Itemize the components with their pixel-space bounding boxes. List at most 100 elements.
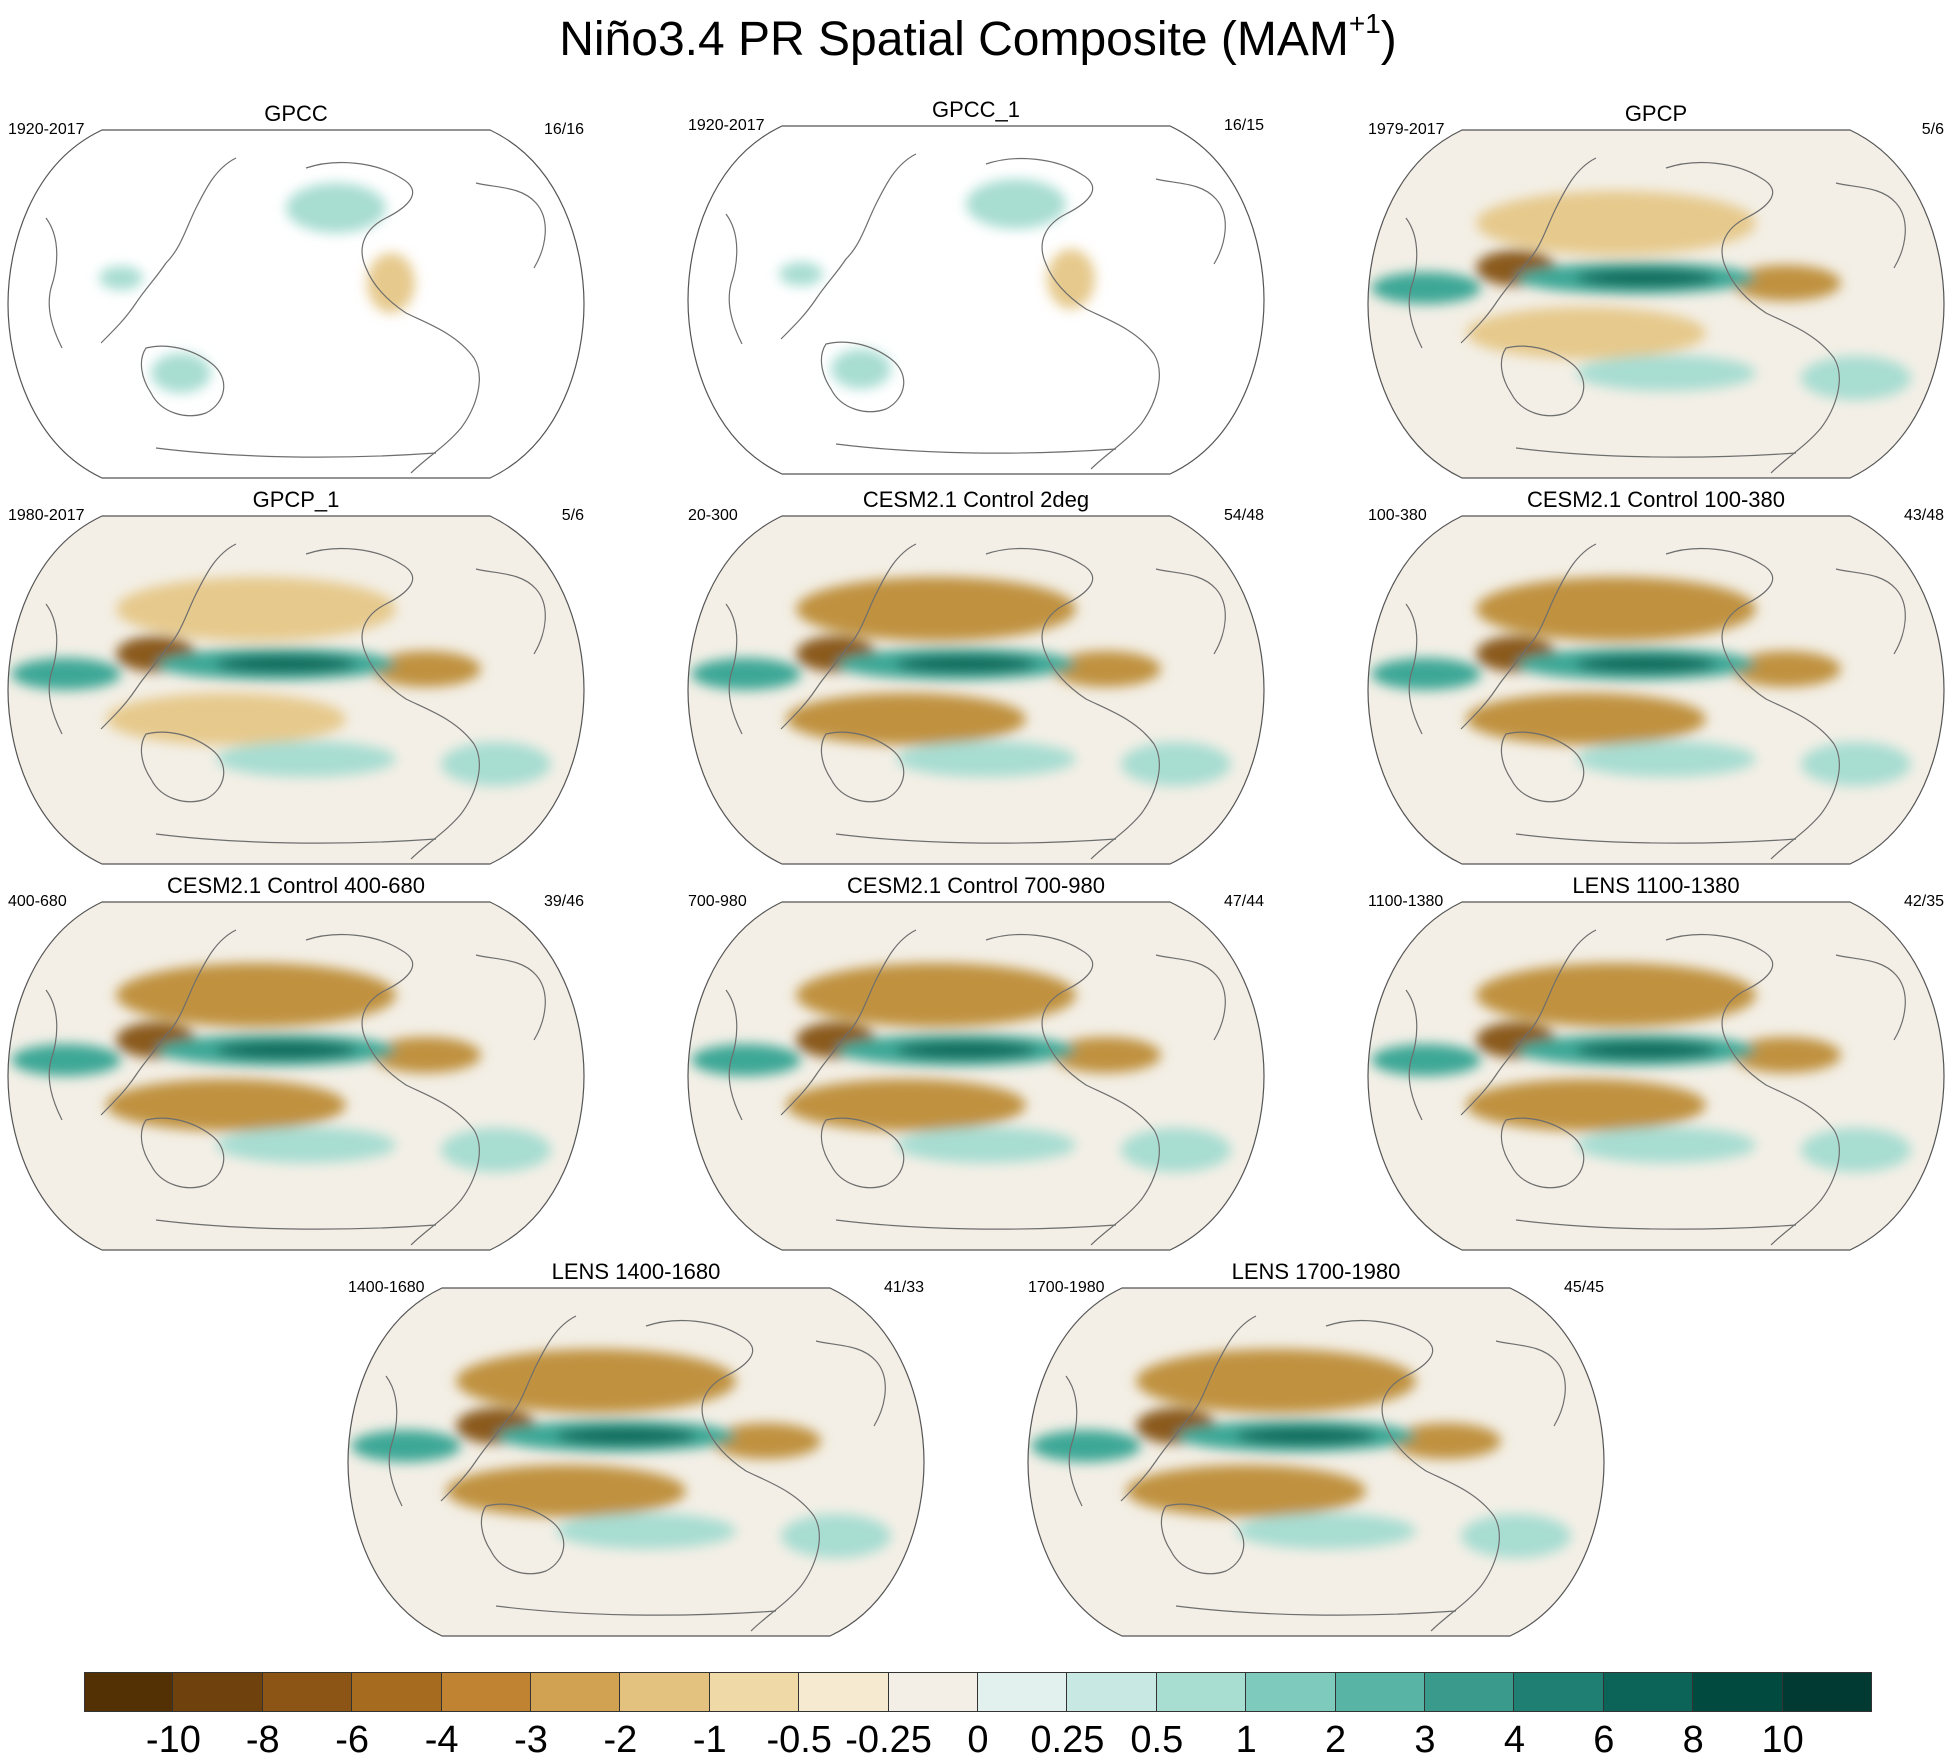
colorbar-swatch (978, 1672, 1068, 1712)
panel-count: 43/48 (1903, 507, 1944, 524)
dry-anomaly-north-pacific (1476, 963, 1756, 1027)
wet-anomaly-core (1576, 1041, 1716, 1059)
colorbar-swatch (799, 1672, 889, 1712)
colorbar-tick-label: -2 (603, 1719, 638, 1761)
panel-period: 1700-1980 (1028, 1279, 1105, 1296)
coastline (1065, 1375, 1083, 1507)
colorbar-tick-label: 2 (1325, 1719, 1347, 1761)
map-field (688, 516, 1264, 864)
wet-anomaly-south-pacific (216, 1127, 396, 1163)
coastline (475, 954, 546, 1041)
precip-anomaly-field (1371, 963, 1911, 1172)
colorbar-tick-label: -0.25 (845, 1719, 932, 1761)
panel-title: LENS 1100-1380 (1572, 873, 1740, 898)
wet-anomaly-core (896, 1041, 1036, 1059)
wet-anomaly-indian-ocean (11, 658, 121, 690)
colorbar-swatch (888, 1672, 978, 1712)
dry-anomaly-south-america (1047, 249, 1095, 309)
wet-anomaly-south-pacific (1236, 1513, 1416, 1549)
wet-anomaly-south-atlantic (1121, 742, 1231, 786)
map-frame (1027, 1287, 1605, 1637)
dry-anomaly-south-pacific (1466, 307, 1706, 359)
coastline (985, 933, 1160, 1246)
coastline (815, 1340, 886, 1427)
map-background (688, 516, 1264, 864)
wet-anomaly-south-atlantic (441, 742, 551, 786)
map-frame (687, 901, 1265, 1251)
coastline (1835, 568, 1906, 655)
figure-title-superscript: +1 (1348, 8, 1381, 39)
coastline (725, 213, 743, 345)
colorbar-swatch (1067, 1672, 1157, 1712)
colorbar-tick-label: 3 (1414, 1719, 1436, 1761)
map-frame (1367, 901, 1945, 1251)
colorbar-swatch (1603, 1672, 1694, 1712)
coastline (140, 1117, 225, 1189)
wet-anomaly-indian-ocean (691, 658, 801, 690)
colorbar-tick-label: 4 (1503, 1719, 1525, 1761)
panel-count: 16/16 (543, 121, 584, 138)
coastline (1120, 1315, 1257, 1502)
coastline (155, 1219, 437, 1230)
coastline (985, 157, 1160, 470)
dry-anomaly-atlantic (371, 651, 481, 687)
coastline (100, 543, 237, 730)
colorbar-swatch (1514, 1672, 1604, 1712)
coastline (1500, 345, 1585, 417)
panel-period: 700-980 (688, 893, 747, 910)
wet-anomaly-australia (831, 349, 891, 389)
dry-anomaly-south-pacific (446, 1465, 686, 1517)
wet-anomaly-south-atlantic (1801, 1128, 1911, 1172)
coastline (1835, 954, 1906, 1041)
panel-title: GPCP (1624, 101, 1688, 126)
precip-anomaly-field (11, 963, 551, 1172)
precip-anomaly-field (1371, 191, 1911, 400)
coastline (45, 217, 63, 349)
dry-anomaly-north-pacific (456, 1349, 736, 1413)
coastline (835, 443, 1117, 454)
colorbar-swatch (352, 1672, 442, 1712)
map-field (8, 902, 584, 1250)
coastline (1405, 603, 1423, 735)
map-plot (1027, 1287, 1605, 1637)
wet-anomaly-core (216, 1041, 356, 1059)
wet-anomaly-core (1576, 655, 1716, 673)
wet-anomaly-south-pacific (216, 741, 396, 777)
map-panel-lens-1400-1680: LENS 1400-1680 1400-1680 41/33 (346, 1258, 926, 1638)
map-panel-cesm-2deg: CESM2.1 Control 2deg 20-300 54/48 (686, 486, 1266, 866)
coastline (440, 1315, 577, 1502)
dry-anomaly-atlantic (1391, 1423, 1501, 1459)
panel-count: 47/44 (1223, 893, 1264, 910)
coastline (725, 989, 743, 1121)
coastline (835, 1219, 1117, 1230)
precip-anomaly-field (691, 963, 1231, 1172)
coastline (385, 1375, 403, 1507)
map-panel-gpcp-1: GPCP_1 1980-2017 5/6 (6, 486, 586, 866)
panel-period: 1920-2017 (688, 117, 765, 134)
dry-anomaly-atlantic (711, 1423, 821, 1459)
wet-anomaly-indian-ocean (1371, 658, 1481, 690)
colorbar-tick-label: -10 (145, 1719, 201, 1761)
colorbar-tick-label: -8 (245, 1719, 280, 1761)
wet-anomaly-indian-ocean (691, 1044, 801, 1076)
panel-count: 5/6 (561, 507, 584, 524)
precip-anomaly-field (1031, 1349, 1571, 1558)
colorbar-swatch (173, 1672, 263, 1712)
coastline (155, 447, 437, 458)
map-frame (7, 129, 585, 479)
coastline (1405, 217, 1423, 349)
colorbar-tick-label: 0.25 (1030, 1719, 1105, 1761)
wet-anomaly-core (216, 655, 356, 673)
dry-anomaly-atlantic (1731, 1037, 1841, 1073)
coastline (1665, 547, 1840, 860)
map-frame (1367, 129, 1945, 479)
coastline (1155, 178, 1226, 265)
map-field (8, 516, 584, 864)
colorbar (84, 1672, 1872, 1712)
precip-anomaly-field (351, 1349, 891, 1558)
coastline (1500, 1117, 1585, 1189)
coastline (1500, 731, 1585, 803)
map-frame (687, 515, 1265, 865)
dry-anomaly-south-pacific (1466, 1079, 1706, 1131)
figure-title: Niño3.4 PR Spatial Composite (MAM+1) (0, 8, 1956, 72)
